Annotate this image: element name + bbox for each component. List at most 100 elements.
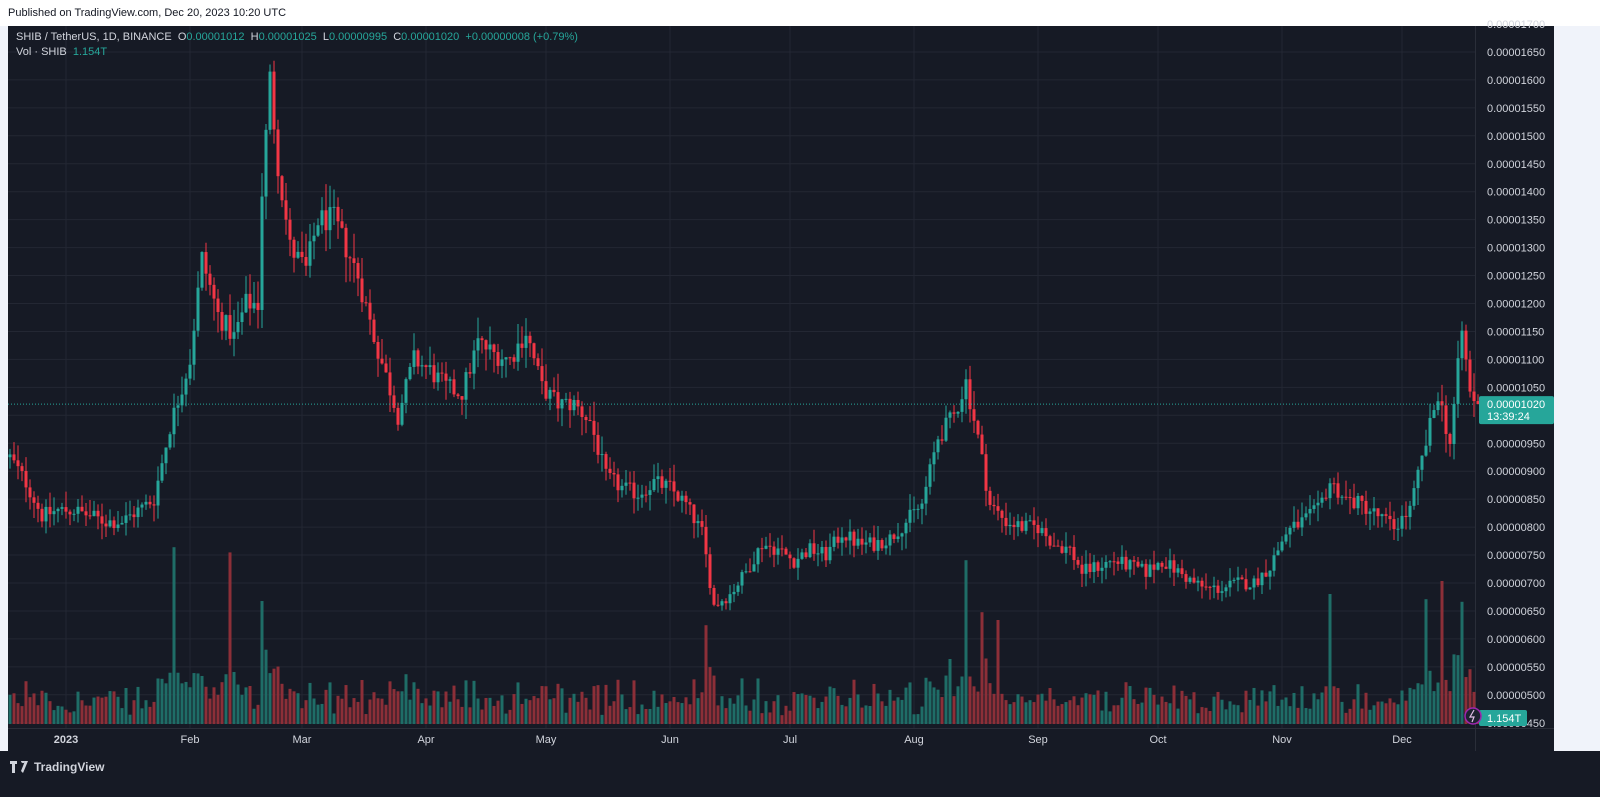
volume-bar <box>808 695 812 724</box>
candle-body <box>544 381 548 399</box>
candle-body <box>328 207 332 231</box>
volume-bar <box>1200 707 1204 724</box>
candle-body <box>908 509 912 523</box>
volume-bar <box>340 698 344 724</box>
candle-body <box>872 537 876 551</box>
volume-bar <box>160 678 164 724</box>
x-tick-label: Aug <box>904 734 924 746</box>
lightning-icon[interactable] <box>1464 707 1482 725</box>
volume-bar <box>1140 702 1144 724</box>
volume-bar <box>1132 699 1136 724</box>
volume-bar <box>1064 702 1068 724</box>
candle-body <box>800 552 804 559</box>
volume-bar <box>752 699 756 724</box>
candle-body <box>904 522 908 534</box>
candle-body <box>1064 546 1068 553</box>
candle-body <box>432 365 436 383</box>
candle-body <box>140 504 144 508</box>
candle-body <box>196 287 200 331</box>
volume-bar <box>1364 692 1368 724</box>
symbol-label[interactable]: SHIB / TetherUS, 1D, BINANCE <box>16 31 172 43</box>
volume-bar <box>1208 711 1212 724</box>
volume-bar <box>1024 702 1028 724</box>
y-tick-label: 0.00001650 <box>1487 47 1545 59</box>
volume-bar <box>232 672 236 724</box>
volume-bar <box>800 693 804 724</box>
candle-body <box>76 506 80 514</box>
candle-body <box>512 357 516 362</box>
candle-body <box>932 452 936 465</box>
candle-body <box>352 258 356 264</box>
candle-body <box>436 372 440 383</box>
y-tick-label: 0.00000750 <box>1487 550 1545 562</box>
y-tick-label: 0.00001150 <box>1487 326 1544 338</box>
candle-body <box>656 476 660 480</box>
candle-body <box>584 416 588 421</box>
volume-bar <box>1348 708 1352 724</box>
candle-body <box>1080 564 1084 574</box>
volume-bar <box>712 675 716 724</box>
volume-bar <box>212 687 216 724</box>
brand-name: TradingView <box>34 760 105 774</box>
candle-body <box>1336 483 1340 498</box>
candle-body <box>696 521 700 524</box>
volume-bar <box>724 708 728 724</box>
tradingview-logo[interactable]: TradingView <box>10 760 104 774</box>
volume-bar <box>1232 704 1236 724</box>
volume-bar <box>140 708 144 724</box>
volume-bar <box>1288 706 1292 724</box>
volume-bar <box>604 684 608 724</box>
candle-body <box>164 447 168 464</box>
candle-body <box>372 319 376 343</box>
candle-body <box>72 513 76 515</box>
volume-bar <box>1120 697 1124 724</box>
candle-body <box>960 399 964 412</box>
volume-bar <box>1084 693 1088 724</box>
candle-body <box>856 538 860 546</box>
candle-body <box>32 497 36 503</box>
candle-body <box>492 344 496 353</box>
candle-body <box>408 366 412 380</box>
volume-bar <box>344 685 348 724</box>
candle-body <box>812 543 816 554</box>
volume-bar <box>820 701 824 724</box>
volume-bar <box>980 612 984 724</box>
low-value: 0.00000995 <box>328 31 388 43</box>
volume-bar <box>1244 690 1248 724</box>
candle-body <box>1384 514 1388 516</box>
volume-bar <box>1260 690 1264 724</box>
volume-bar <box>892 700 896 724</box>
y-tick-label: 0.00001050 <box>1487 382 1545 394</box>
volume-bar <box>248 685 252 724</box>
volume-bar <box>576 701 580 724</box>
candle-body <box>308 241 312 266</box>
volume-bar <box>1296 707 1300 724</box>
candle-body <box>1448 433 1452 444</box>
candle-body <box>1240 577 1244 580</box>
volume-bar <box>812 697 816 724</box>
candle-body <box>920 503 924 509</box>
volume-bar <box>1416 683 1420 724</box>
candle-body <box>1292 521 1296 528</box>
y-tick-label: 0.00001450 <box>1487 159 1545 171</box>
candle-body <box>1444 405 1448 434</box>
x-tick-label: Jul <box>783 734 797 746</box>
candle-body <box>1264 572 1268 577</box>
candle-body <box>1184 574 1188 582</box>
volume-bar <box>832 688 836 724</box>
volume-bar <box>16 703 20 724</box>
y-tick-label: 0.00001200 <box>1487 299 1545 311</box>
candle-body <box>688 502 692 505</box>
candle-body <box>400 402 404 425</box>
volume-bar <box>708 667 712 724</box>
volume-bar <box>672 696 676 724</box>
volume-bar <box>644 708 648 724</box>
volume-bar <box>792 692 796 724</box>
candle-body <box>412 350 416 367</box>
volume-bar <box>572 693 576 724</box>
volume-bar <box>660 694 664 724</box>
candle-body <box>20 466 24 471</box>
volume-bar <box>1156 704 1160 724</box>
volume-bar <box>876 693 880 724</box>
